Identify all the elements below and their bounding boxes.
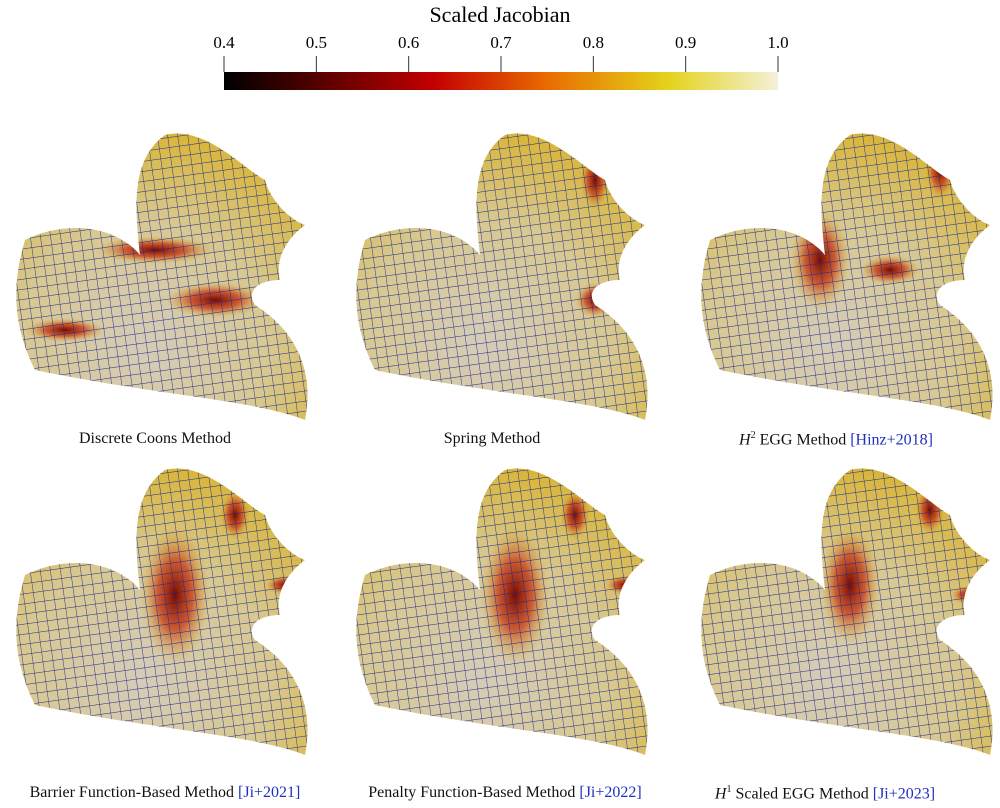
caption: Barrier Function-Based Method [Ji+2021]	[0, 784, 335, 802]
mesh-grid	[16, 133, 308, 420]
mesh-grid	[701, 133, 993, 420]
caption-text: Spring Method	[443, 430, 541, 447]
caption: H1 Scaled EGG Method [Ji+2023]	[655, 784, 995, 803]
symbol: H	[714, 785, 727, 803]
caption: Discrete Coons Method	[0, 430, 325, 448]
citation[interactable]: [Ji+2023]	[872, 785, 936, 803]
tick-label: 0.9	[675, 33, 696, 52]
caption-text: Discrete Coons Method	[79, 430, 231, 447]
mesh	[701, 133, 993, 420]
colorbar	[224, 72, 778, 90]
tick-label: 0.5	[306, 33, 327, 52]
citation[interactable]: [Ji+2022]	[579, 784, 642, 801]
mesh-body	[356, 468, 648, 755]
mesh-grid	[356, 468, 648, 755]
tick-label: 1.0	[767, 33, 788, 52]
caption-text: EGG Method	[759, 431, 847, 449]
tick-label: 0.7	[490, 33, 512, 52]
citation[interactable]: [Hinz+2018]	[850, 431, 933, 449]
mesh-body	[16, 133, 308, 420]
mesh-body	[701, 468, 993, 755]
tick-label: 0.6	[398, 33, 419, 52]
exponent: 1	[726, 784, 732, 795]
caption: Penalty Function-Based Method [Ji+2022]	[335, 784, 675, 802]
tick-label: 0.8	[583, 33, 604, 52]
citation[interactable]: [Ji+2021]	[238, 784, 301, 801]
mesh-body	[16, 468, 308, 755]
mesh	[16, 133, 308, 420]
caption-text: Barrier Function-Based Method	[29, 784, 235, 801]
mesh	[356, 133, 648, 420]
caption-text: Scaled EGG Method	[735, 785, 869, 803]
mesh-grid	[356, 133, 648, 420]
mesh-body	[356, 133, 648, 420]
colorbar-title: Scaled Jacobian	[429, 2, 570, 27]
mesh	[356, 468, 648, 755]
symbol: H	[739, 431, 751, 449]
mesh	[701, 468, 993, 755]
caption-text: Penalty Function-Based Method	[368, 784, 576, 801]
exponent: 2	[750, 430, 756, 441]
mesh-body	[701, 133, 993, 420]
mesh-grid	[16, 468, 308, 755]
caption: Spring Method	[322, 430, 662, 448]
tick-label: 0.4	[213, 33, 235, 52]
mesh	[16, 468, 308, 755]
caption: H2 EGG Method [Hinz+2018]	[666, 430, 1000, 449]
mesh-grid	[701, 468, 993, 755]
